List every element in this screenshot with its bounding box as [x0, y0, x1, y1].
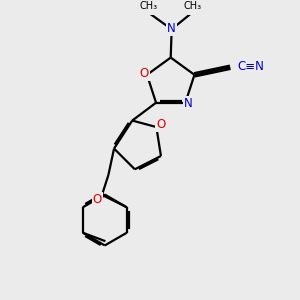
Text: CH₃: CH₃	[139, 1, 157, 11]
Text: C≡N: C≡N	[238, 60, 264, 73]
Text: O: O	[92, 193, 102, 206]
Text: O: O	[156, 118, 166, 131]
Text: N: N	[167, 22, 176, 35]
Text: N: N	[184, 97, 193, 110]
Text: CH₃: CH₃	[183, 1, 201, 11]
Text: O: O	[140, 68, 149, 80]
